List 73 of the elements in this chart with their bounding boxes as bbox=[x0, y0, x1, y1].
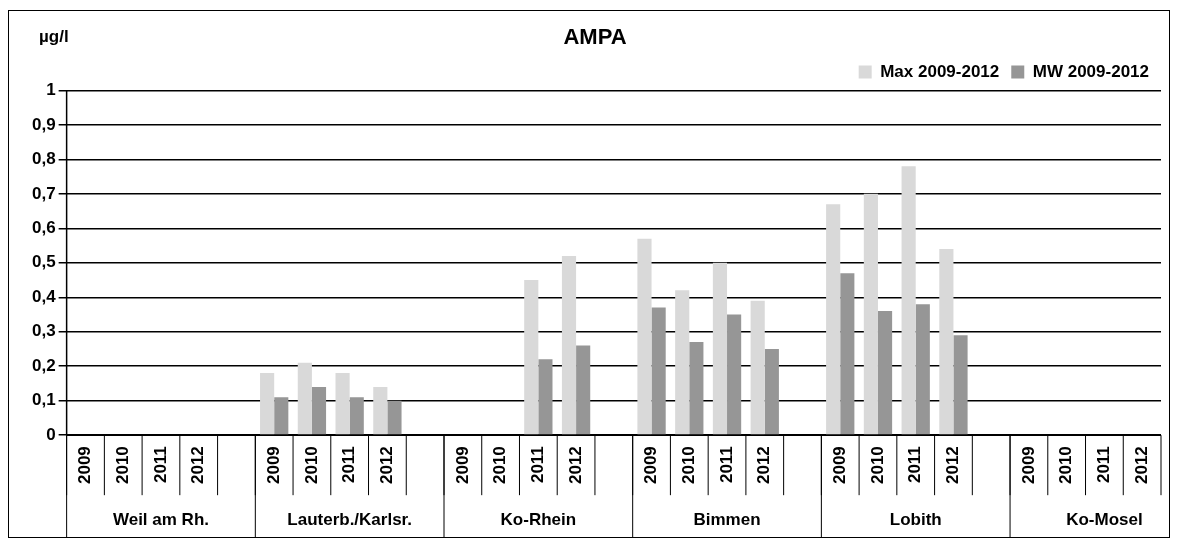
x-tick-label: 2012 bbox=[188, 446, 208, 485]
y-tick-label: 0 bbox=[46, 424, 56, 444]
x-tick-label: 2010 bbox=[678, 446, 698, 485]
bar bbox=[349, 397, 364, 435]
x-tick-label: 2012 bbox=[565, 446, 585, 485]
legend-label: Max 2009-2012 bbox=[880, 61, 1000, 81]
bar bbox=[387, 400, 402, 435]
legend-label: MW 2009-2012 bbox=[1032, 61, 1150, 81]
x-tick-label: 2011 bbox=[905, 446, 925, 484]
bar bbox=[651, 307, 666, 435]
y-tick-label: 0,7 bbox=[31, 183, 56, 203]
x-tick-label: 2011 bbox=[1094, 446, 1114, 484]
chart-title: AMPA bbox=[563, 24, 627, 50]
x-tick-label: 2009 bbox=[263, 446, 283, 485]
y-tick-label: 0,3 bbox=[31, 321, 56, 341]
bar bbox=[712, 262, 728, 435]
bar bbox=[274, 397, 289, 435]
text: Lauterb./Karlsr. bbox=[287, 509, 413, 529]
text: Ko-Rhein bbox=[500, 509, 577, 529]
bar bbox=[335, 373, 350, 435]
y-tick-label: 0,8 bbox=[31, 149, 56, 169]
y-tick-label: 0,4 bbox=[31, 286, 57, 306]
bar bbox=[538, 359, 553, 435]
bar bbox=[689, 342, 704, 435]
bar bbox=[901, 166, 916, 435]
bar bbox=[877, 311, 893, 435]
bar bbox=[750, 300, 765, 435]
y-tick-label: 0,2 bbox=[31, 355, 56, 375]
bar bbox=[524, 280, 539, 435]
bar bbox=[561, 255, 577, 435]
text: Bimmen bbox=[693, 509, 761, 529]
x-tick-label: 2012 bbox=[377, 446, 397, 485]
bar bbox=[297, 362, 312, 435]
text: Weil am Rh. bbox=[112, 509, 209, 529]
bar bbox=[939, 249, 954, 435]
bar bbox=[727, 314, 742, 435]
x-tick-label: 2010 bbox=[490, 446, 510, 485]
x-tick-label: 2011 bbox=[528, 446, 548, 484]
x-tick-label: 2012 bbox=[754, 446, 774, 485]
x-tick-label: 2012 bbox=[1131, 446, 1151, 485]
x-tick-label: 2010 bbox=[1056, 446, 1076, 485]
x-tick-label: 2009 bbox=[75, 446, 95, 485]
bar bbox=[576, 345, 591, 435]
x-tick-label: 2009 bbox=[1018, 446, 1038, 485]
bar bbox=[840, 273, 855, 435]
bar bbox=[637, 238, 652, 435]
x-tick-label: 2010 bbox=[867, 446, 887, 485]
x-tick-label: 2009 bbox=[829, 446, 849, 485]
bar bbox=[373, 386, 388, 435]
y-axis-title: µg/l bbox=[39, 26, 69, 46]
x-tick-label: 2012 bbox=[943, 446, 963, 485]
y-tick-label: 1 bbox=[46, 80, 56, 100]
bar bbox=[826, 204, 841, 435]
y-tick-label: 0,1 bbox=[31, 390, 56, 410]
bar bbox=[311, 386, 327, 435]
x-tick-label: 2009 bbox=[641, 446, 661, 485]
text: Lobith bbox=[889, 509, 942, 529]
bar bbox=[675, 290, 690, 435]
x-tick-label: 2011 bbox=[716, 446, 736, 484]
x-tick-label: 2011 bbox=[339, 446, 359, 484]
x-tick-label: 2010 bbox=[112, 446, 132, 485]
y-tick-label: 0,6 bbox=[31, 218, 56, 237]
y-tick-label: 0,5 bbox=[31, 252, 56, 272]
bar bbox=[764, 348, 779, 435]
y-tick-label: 0,9 bbox=[31, 114, 56, 134]
bar bbox=[915, 304, 930, 435]
bar bbox=[260, 373, 275, 435]
x-tick-label: 2011 bbox=[150, 446, 170, 484]
bar bbox=[863, 193, 878, 435]
x-tick-label: 2010 bbox=[301, 446, 321, 485]
bar bbox=[953, 335, 968, 435]
text: Ko-Mosel bbox=[1066, 509, 1143, 529]
x-tick-label: 2009 bbox=[452, 446, 472, 485]
